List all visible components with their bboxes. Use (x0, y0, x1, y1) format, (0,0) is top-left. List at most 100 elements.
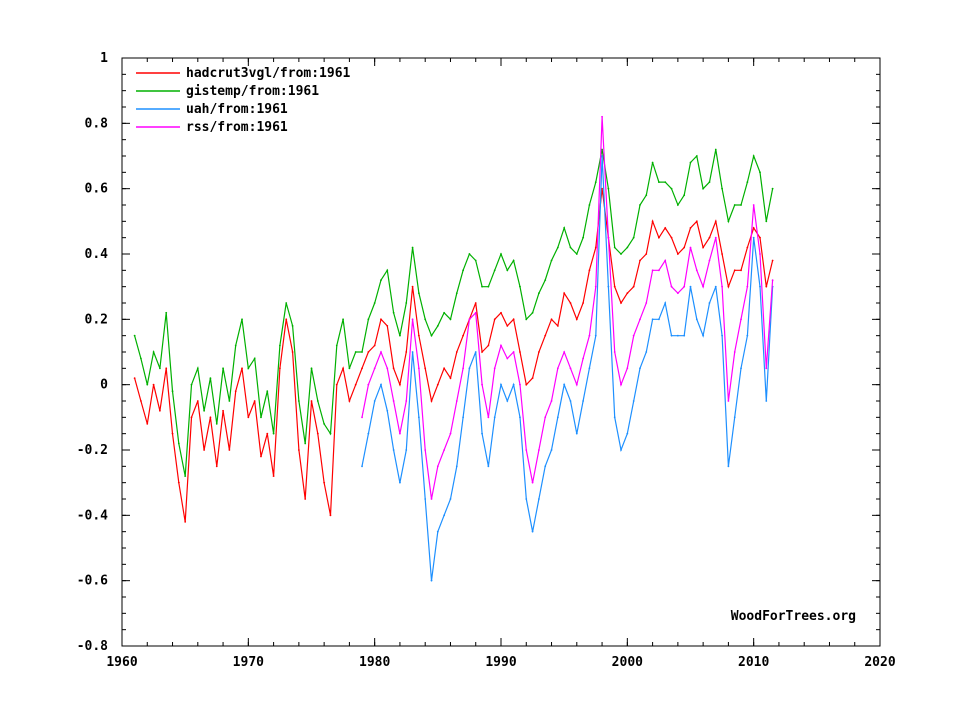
data-point (651, 269, 654, 272)
data-point (171, 432, 174, 435)
data-point (171, 390, 174, 393)
data-point (367, 318, 370, 321)
data-point (329, 514, 332, 517)
data-point (253, 400, 256, 402)
y-tick-label: 0.6 (85, 182, 109, 197)
data-point (279, 344, 281, 347)
data-point (417, 292, 420, 295)
data-point (361, 351, 363, 353)
data-point (721, 253, 723, 255)
data-point (222, 409, 224, 412)
data-point (525, 449, 528, 451)
data-point (140, 357, 142, 360)
data-point (519, 285, 521, 288)
data-point (462, 416, 464, 419)
data-point (190, 416, 193, 419)
data-point (525, 498, 528, 500)
legend-label: rss/from:1961 (186, 120, 288, 135)
data-point (727, 285, 730, 288)
data-point (746, 246, 749, 249)
data-point (266, 390, 269, 393)
data-point (714, 285, 717, 288)
data-point (721, 187, 723, 190)
data-point (702, 246, 705, 249)
data-point (695, 269, 698, 272)
data-point (639, 259, 641, 262)
data-point (500, 383, 502, 386)
data-point (474, 259, 477, 262)
data-point (373, 302, 376, 304)
data-point (512, 259, 515, 262)
data-point (386, 409, 389, 412)
data-point (733, 416, 736, 419)
data-point (399, 383, 401, 386)
data-point (607, 236, 610, 239)
data-point (550, 259, 553, 262)
data-point (569, 400, 572, 402)
data-point (645, 194, 648, 197)
data-point (506, 400, 509, 402)
data-point (405, 351, 408, 353)
data-point (487, 285, 490, 288)
data-point (481, 285, 483, 288)
data-point (658, 236, 660, 239)
data-point (582, 236, 585, 239)
data-point (474, 302, 477, 304)
data-point (531, 530, 534, 533)
data-point (689, 285, 692, 288)
data-point (708, 236, 711, 239)
data-point (203, 409, 206, 412)
data-point (468, 318, 471, 321)
data-point (765, 400, 768, 402)
data-point (594, 181, 597, 184)
data-point (563, 351, 566, 353)
data-point (519, 383, 521, 386)
data-point (759, 236, 761, 239)
data-point (449, 318, 452, 321)
data-point (695, 220, 698, 223)
data-point (658, 269, 660, 272)
data-point (430, 498, 433, 500)
data-point (140, 400, 142, 402)
data-point (645, 253, 648, 255)
data-point (620, 449, 622, 451)
data-point (367, 432, 370, 435)
data-point (386, 269, 389, 272)
data-point (487, 344, 490, 347)
data-point (424, 498, 427, 500)
data-point (184, 520, 187, 523)
data-point (436, 383, 439, 386)
data-point (670, 187, 673, 190)
data-point (449, 498, 452, 500)
data-point (544, 416, 547, 419)
data-point (361, 416, 363, 419)
data-point (664, 302, 667, 304)
data-point (373, 344, 376, 347)
data-point (133, 377, 136, 380)
data-point (658, 318, 660, 321)
data-point (462, 367, 464, 370)
data-point (601, 155, 603, 157)
data-point (310, 400, 313, 402)
data-point (702, 285, 705, 288)
data-point (316, 432, 319, 435)
data-point (752, 155, 755, 157)
data-point (601, 187, 603, 190)
data-point (449, 377, 452, 380)
data-point (455, 351, 458, 353)
data-point (348, 367, 351, 370)
data-point (455, 465, 458, 468)
data-point (721, 334, 723, 337)
data-point (594, 246, 597, 249)
data-point (392, 311, 395, 314)
data-point (727, 400, 730, 402)
data-point (190, 383, 193, 386)
data-point (455, 292, 458, 295)
data-point (771, 279, 774, 282)
data-point (304, 442, 307, 445)
data-point (639, 367, 641, 370)
data-point (323, 481, 326, 484)
data-point (234, 390, 237, 393)
data-point (708, 181, 711, 184)
